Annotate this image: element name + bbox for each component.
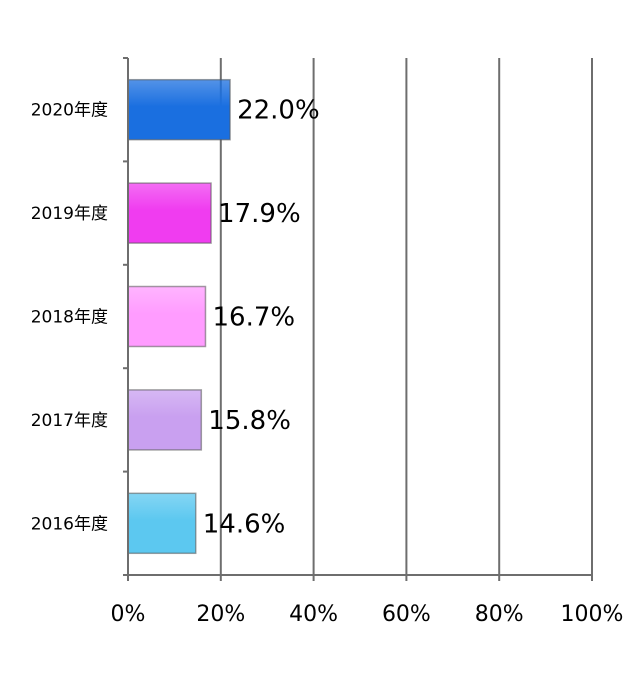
category-label: 2020年度	[31, 101, 108, 121]
gridlines	[219, 58, 593, 575]
bar	[127, 285, 207, 348]
x-tick-label: 80%	[475, 602, 524, 627]
bar	[127, 389, 203, 451]
data-label: 17.9%	[218, 199, 301, 229]
category-label: 2019年度	[31, 204, 108, 224]
x-tick-label: 0%	[111, 602, 146, 627]
category-label: 2016年度	[31, 514, 108, 534]
bar	[127, 78, 231, 141]
category-label: 2018年度	[31, 308, 108, 328]
data-label: 15.8%	[208, 406, 291, 436]
x-tick-label: 40%	[289, 602, 338, 627]
bar	[127, 492, 197, 555]
x-tick-label: 100%	[561, 602, 624, 627]
bar	[127, 182, 212, 244]
category-label: 2017年度	[31, 411, 108, 431]
data-label: 14.6%	[203, 509, 286, 539]
labels: 0% 20% 40% 60% 80% 100% 2020年度 22.0% 2019年度 17.9%…	[31, 96, 624, 627]
data-label: 22.0%	[237, 96, 320, 126]
x-tick-label: 60%	[382, 602, 431, 627]
data-label: 16.7%	[212, 303, 295, 333]
axes	[123, 57, 593, 581]
x-tick-label: 20%	[196, 602, 245, 627]
